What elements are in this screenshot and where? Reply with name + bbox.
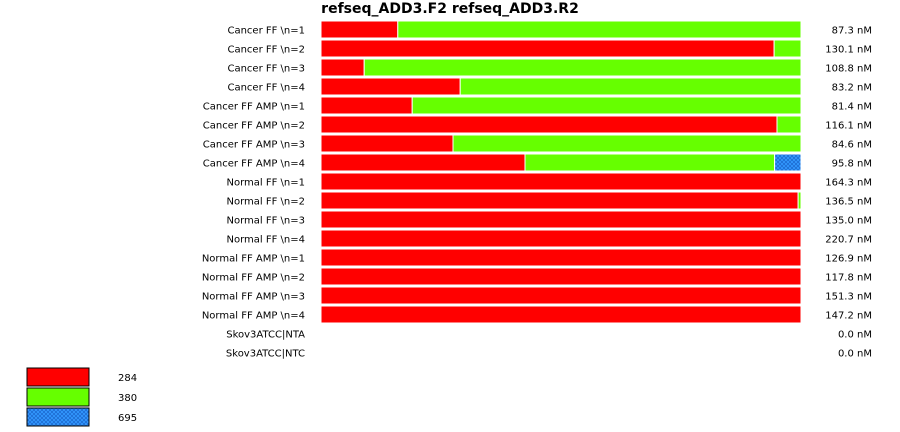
legend-label: 284 xyxy=(118,373,137,384)
row-total: 0.0 nM xyxy=(838,349,872,360)
bar-segment xyxy=(320,115,778,134)
row-label: Normal FF AMP \n=4 xyxy=(202,311,305,322)
bar-segment xyxy=(452,134,802,153)
bar-segment xyxy=(320,58,365,77)
bar-segment xyxy=(459,77,802,96)
row-total: 84.6 nM xyxy=(832,140,872,151)
row-total: 147.2 nM xyxy=(825,311,872,322)
bar-segment xyxy=(320,20,399,39)
bar-segment xyxy=(773,39,802,58)
row-label: Cancer FF \n=2 xyxy=(227,45,305,56)
bar-segment xyxy=(797,191,802,210)
row-total: 117.8 nM xyxy=(825,273,872,284)
bar-segment xyxy=(320,153,526,172)
bar-segment xyxy=(411,96,802,115)
bar-segment xyxy=(524,153,776,172)
row-total: 220.7 nM xyxy=(825,235,872,246)
row-label: Cancer FF AMP \n=2 xyxy=(203,121,305,132)
row-total: 83.2 nM xyxy=(832,83,872,94)
bar-segment xyxy=(320,305,802,324)
row-label: Normal FF AMP \n=1 xyxy=(202,254,305,265)
row-total: 135.0 nM xyxy=(825,216,872,227)
row-label: Cancer FF AMP \n=4 xyxy=(203,159,305,170)
row-label: Normal FF \n=1 xyxy=(227,178,306,189)
legend-swatch xyxy=(26,407,90,427)
row-label: Cancer FF AMP \n=1 xyxy=(203,102,305,113)
bar-segment xyxy=(320,77,461,96)
row-label: Cancer FF \n=1 xyxy=(227,26,305,37)
chart-title: refseq_ADD3.F2 refseq_ADD3.R2 xyxy=(321,1,579,17)
row-label: Normal FF \n=4 xyxy=(227,235,306,246)
row-total: 136.5 nM xyxy=(825,197,872,208)
row-total: 108.8 nM xyxy=(825,64,872,75)
row-total: 164.3 nM xyxy=(825,178,872,189)
bar-segment xyxy=(320,96,413,115)
row-total: 116.1 nM xyxy=(825,121,872,132)
legend-label: 695 xyxy=(118,413,137,424)
bar-segment xyxy=(320,248,802,267)
bar-segment xyxy=(320,172,802,191)
row-label: Skov3ATCC|NTC xyxy=(226,349,305,360)
bar-segment xyxy=(320,267,802,286)
row-total: 126.9 nM xyxy=(825,254,872,265)
bar-segment xyxy=(776,115,802,134)
bar-segment xyxy=(320,210,802,229)
row-total: 151.3 nM xyxy=(825,292,872,303)
row-total: 95.8 nM xyxy=(832,159,872,170)
row-total: 81.4 nM xyxy=(832,102,872,113)
bar-segment xyxy=(320,229,802,248)
bar-segment xyxy=(320,286,802,305)
row-label: Normal FF AMP \n=2 xyxy=(202,273,305,284)
row-label: Normal FF \n=2 xyxy=(227,197,306,208)
bar-segment xyxy=(320,39,775,58)
row-total: 0.0 nM xyxy=(838,330,872,341)
legend-swatch xyxy=(26,387,90,407)
row-total: 87.3 nM xyxy=(832,26,872,37)
row-label: Skov3ATCC|NTA xyxy=(226,330,305,341)
row-label: Normal FF \n=3 xyxy=(227,216,306,227)
legend-swatch xyxy=(26,367,90,387)
bar-segment xyxy=(320,134,454,153)
row-label: Cancer FF AMP \n=3 xyxy=(203,140,305,151)
bar-segment xyxy=(320,191,799,210)
bar-segment xyxy=(774,153,802,172)
row-label: Normal FF AMP \n=3 xyxy=(202,292,305,303)
row-label: Cancer FF \n=3 xyxy=(227,64,305,75)
row-total: 130.1 nM xyxy=(825,45,872,56)
legend-label: 380 xyxy=(118,393,137,404)
row-label: Cancer FF \n=4 xyxy=(227,83,305,94)
bar-segment xyxy=(363,58,802,77)
bar-segment xyxy=(397,20,802,39)
